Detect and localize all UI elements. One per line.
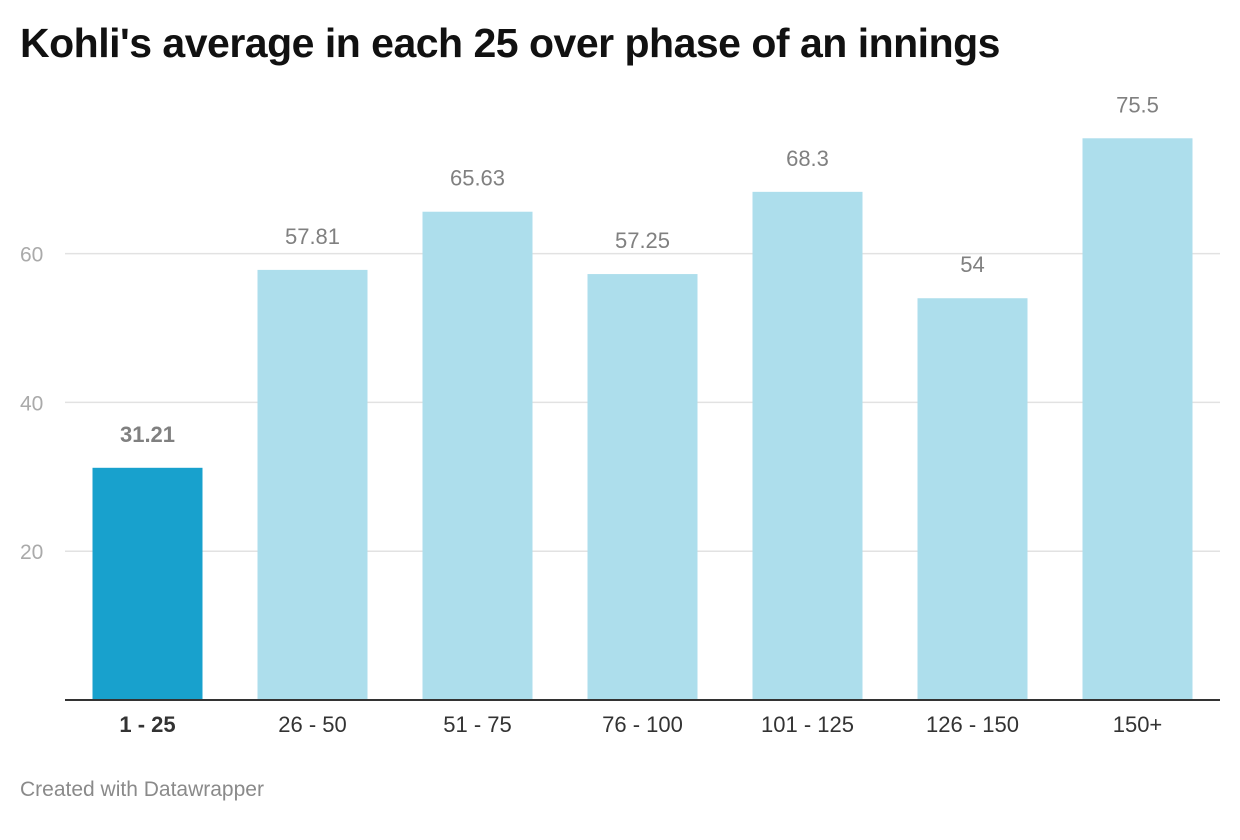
y-tick-label: 20 — [20, 541, 43, 564]
bar-value-label: 54 — [960, 252, 984, 277]
bar-chart: 20 40 60 31.21 57.81 65.63 57.25 68.3 54 75.5 1 … — [20, 92, 1220, 737]
x-tick-label: 76 - 100 — [602, 712, 683, 737]
bar-value-label: 31.21 — [120, 422, 175, 447]
y-tick-label: 40 — [20, 392, 43, 415]
bar-value-label: 65.63 — [450, 166, 505, 191]
bar — [587, 274, 698, 700]
bar-value-label: 57.81 — [285, 224, 340, 249]
bar — [917, 298, 1028, 700]
x-axis: 1 - 25 26 - 50 51 - 75 76 - 100 101 - 125 126… — [65, 699, 1220, 737]
bar — [92, 467, 203, 700]
chart-title: Kohli's average in each 25 over phase of… — [20, 20, 1000, 66]
bar-value-label: 68.3 — [786, 146, 829, 171]
bar — [752, 191, 863, 700]
bar-value-label: 75.5 — [1116, 92, 1159, 117]
x-tick-label: 150+ — [1113, 712, 1163, 737]
y-tick-label: 60 — [20, 244, 43, 267]
x-tick-label: 1 - 25 — [119, 712, 175, 737]
x-tick-label: 126 - 150 — [926, 712, 1019, 737]
bar — [422, 211, 533, 700]
footer-credit: Created with Datawrapper — [20, 778, 264, 801]
bar-value-label: 57.25 — [615, 228, 670, 253]
bar — [257, 269, 368, 700]
bar — [1082, 138, 1193, 700]
x-tick-label: 101 - 125 — [761, 712, 854, 737]
value-labels: 31.21 57.81 65.63 57.25 68.3 54 75.5 — [120, 92, 1159, 447]
x-tick-label: 26 - 50 — [278, 712, 347, 737]
x-tick-label: 51 - 75 — [443, 712, 512, 737]
bars — [92, 138, 1193, 700]
